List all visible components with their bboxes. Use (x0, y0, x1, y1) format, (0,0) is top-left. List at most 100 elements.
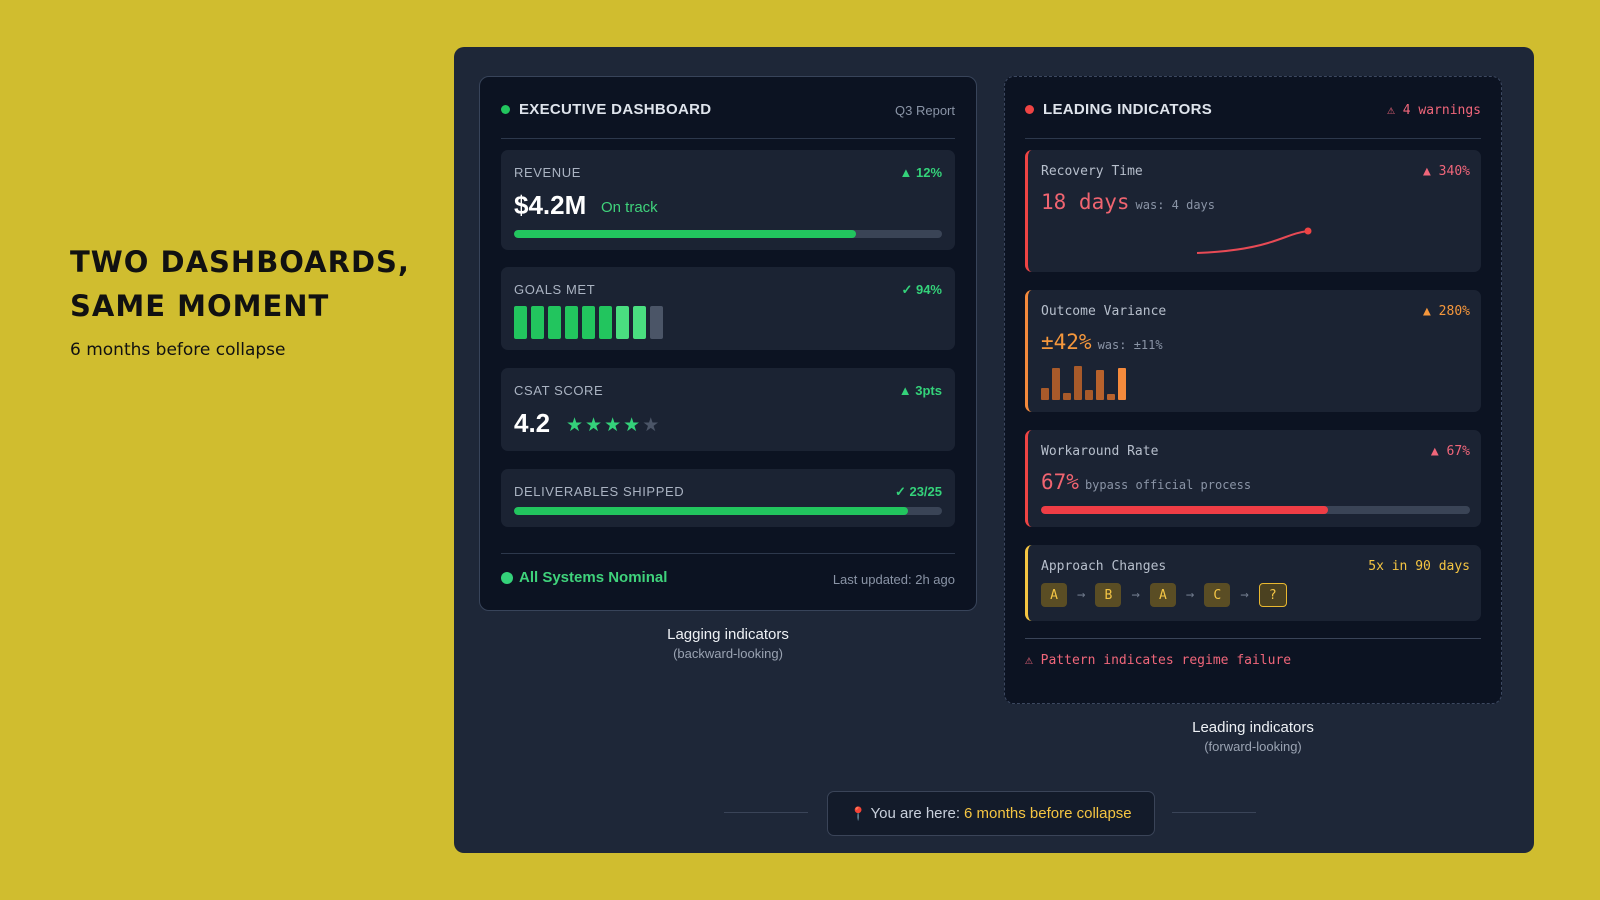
goals-blocks (514, 306, 663, 339)
headline-title: TWO DASHBOARDS, SAME MOMENT (70, 240, 430, 328)
lagging-caption: Lagging indicators (backward-looking) (479, 626, 977, 661)
csat-stars: ★ ★ ★ ★ ★ (566, 414, 659, 437)
regime-warning: ⚠ Pattern indicates regime failure (1025, 653, 1292, 668)
headline-title-line1: TWO DASHBOARDS, (70, 245, 410, 279)
lagging-caption-title: Lagging indicators (667, 626, 789, 643)
recovery-delta: ▲ 340% (1423, 164, 1470, 179)
workaround-value: 67% (1041, 470, 1079, 494)
goal-block (565, 306, 578, 339)
csat-card: CSAT SCORE ▲ 3pts 4.2 ★ ★ ★ ★ ★ (501, 368, 955, 451)
revenue-progress-track (514, 230, 942, 238)
executive-dashboard-panel: EXECUTIVE DASHBOARD Q3 Report REVENUE ▲ … (479, 76, 977, 611)
workaround-delta: ▲ 67% (1430, 444, 1470, 459)
revenue-label: REVENUE (514, 165, 582, 180)
revenue-value: $4.2M (514, 190, 587, 220)
recovery-was: was: 4 days (1135, 198, 1215, 212)
workaround-value-row: 67% bypass official process (1041, 470, 1251, 494)
status-dot-icon (501, 105, 510, 114)
leading-title: LEADING INDICATORS (1043, 101, 1213, 118)
divider-line-right (1172, 812, 1256, 813)
arrow-right-icon: → (1077, 587, 1086, 603)
divider-line-left (724, 812, 808, 813)
leading-caption-sub: (forward-looking) (1204, 739, 1302, 754)
arrow-right-icon: → (1185, 587, 1195, 603)
headline-subtitle: 6 months before collapse (70, 340, 286, 360)
revenue-delta: ▲ 12% (899, 165, 943, 180)
you-are-here-prefix: You are here: (870, 805, 961, 822)
leading-indicators-panel: LEADING INDICATORS ⚠ 4 warnings Recovery… (1004, 76, 1502, 704)
executive-footer-divider (501, 553, 955, 554)
variance-delta: ▲ 280% (1423, 304, 1470, 319)
approach-delta: 5x in 90 days (1368, 559, 1470, 574)
leading-footer-divider (1025, 638, 1481, 639)
approach-chip: B (1095, 583, 1122, 607)
recovery-time-card: Recovery Time ▲ 340% 18 days was: 4 days (1025, 150, 1481, 272)
star-icon: ★ (642, 415, 660, 436)
goal-block (548, 306, 561, 339)
arrow-right-icon: → (1240, 587, 1249, 603)
systems-status-text: All Systems Nominal (519, 569, 668, 586)
deliverables-delta: ✓ 23/25 (894, 484, 942, 499)
recovery-value-row: 18 days was: 4 days (1041, 190, 1215, 214)
csat-label: CSAT SCORE (514, 383, 604, 398)
variance-was: was: ±11% (1097, 338, 1163, 352)
star-icon: ★ (585, 415, 603, 436)
executive-header: EXECUTIVE DASHBOARD Q3 Report (501, 99, 955, 139)
goals-delta: ✓ 94% (901, 282, 942, 297)
warnings-count: ⚠ 4 warnings (1387, 103, 1481, 118)
leading-header: LEADING INDICATORS ⚠ 4 warnings (1025, 99, 1481, 139)
goal-block (531, 306, 544, 339)
alert-dot-icon (1025, 105, 1034, 114)
workaround-label: Workaround Rate (1041, 444, 1159, 459)
approach-chain: A → B → A → C → ? (1041, 583, 1287, 607)
deliverables-progress-track (514, 507, 942, 515)
csat-delta: ▲ 3pts (898, 383, 942, 398)
revenue-status: On track (601, 199, 658, 216)
approach-chip: A (1041, 583, 1067, 607)
recovery-sparkline (1196, 227, 1312, 254)
leading-caption-title: Leading indicators (1192, 719, 1314, 736)
star-icon: ★ (623, 415, 641, 436)
systems-status: All Systems Nominal (501, 569, 667, 586)
goal-block (650, 306, 663, 339)
variance-value: ±42% (1041, 330, 1092, 354)
you-are-here-badge: 📍 You are here: 6 months before collapse (827, 791, 1155, 836)
workaround-rate-card: Workaround Rate ▲ 67% 67% bypass official… (1025, 430, 1481, 527)
recovery-label: Recovery Time (1041, 164, 1143, 179)
workaround-progress-track (1041, 506, 1470, 514)
status-dot-icon (501, 571, 513, 584)
goals-label: GOALS MET (514, 282, 596, 297)
executive-title: EXECUTIVE DASHBOARD (519, 101, 712, 118)
headline-block: TWO DASHBOARDS, SAME MOMENT 6 months bef… (70, 240, 430, 360)
pin-icon: 📍 (850, 805, 867, 821)
variance-value-row: ±42% was: ±11% (1041, 330, 1163, 354)
revenue-card: REVENUE ▲ 12% $4.2M On track (501, 150, 955, 250)
leading-caption: Leading indicators (forward-looking) (1004, 719, 1502, 754)
approach-chip: C (1204, 583, 1231, 607)
goal-block (633, 306, 646, 339)
deliverables-progress-fill (514, 507, 908, 515)
last-updated: Last updated: 2h ago (832, 572, 955, 587)
goal-block (582, 306, 595, 339)
approach-label: Approach Changes (1041, 559, 1167, 574)
variance-bars (1041, 366, 1126, 400)
executive-meta: Q3 Report (895, 103, 955, 118)
goal-block (514, 306, 527, 339)
recovery-value: 18 days (1041, 190, 1130, 214)
comparison-stage: EXECUTIVE DASHBOARD Q3 Report REVENUE ▲ … (454, 47, 1534, 853)
approach-changes-card: Approach Changes 5x in 90 days A → B → A… (1025, 545, 1481, 621)
outcome-variance-card: Outcome Variance ▲ 280% ±42% was: ±11% (1025, 290, 1481, 412)
goals-card: GOALS MET ✓ 94% (501, 267, 955, 350)
you-are-here-highlight: 6 months before collapse (964, 805, 1132, 822)
csat-value: 4.2 (514, 408, 551, 438)
workaround-progress-fill (1041, 506, 1329, 514)
revenue-progress-fill (514, 230, 857, 238)
star-icon: ★ (566, 415, 584, 436)
goal-block (599, 306, 612, 339)
lagging-caption-sub: (backward-looking) (673, 646, 783, 661)
arrow-right-icon: → (1131, 587, 1140, 603)
headline-title-line2: SAME MOMENT (70, 289, 330, 323)
deliverables-card: DELIVERABLES SHIPPED ✓ 23/25 (501, 469, 955, 527)
deliverables-label: DELIVERABLES SHIPPED (514, 484, 685, 499)
approach-chip: A (1149, 583, 1176, 607)
